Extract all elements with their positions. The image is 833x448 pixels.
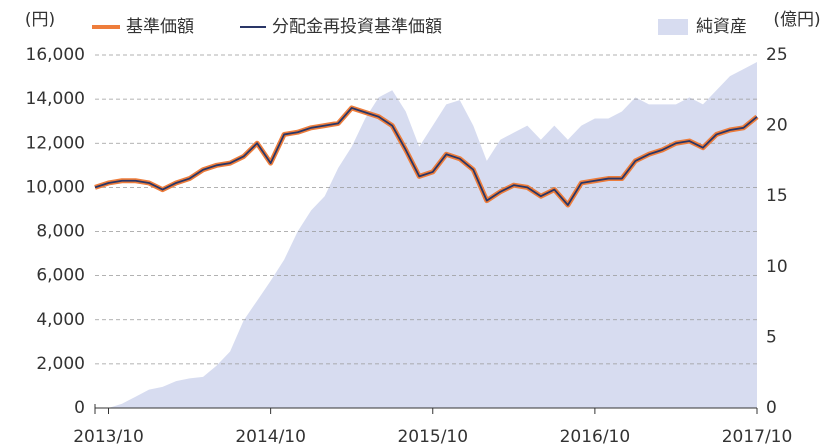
y2-tick-label: 10 xyxy=(766,257,788,277)
y2-axis-label: (億円) xyxy=(773,10,820,30)
x-tick-label: 2016/10 xyxy=(560,427,631,447)
x-tick-label: 2014/10 xyxy=(235,427,306,447)
y-axis-label: (円) xyxy=(25,10,55,30)
legend-swatch xyxy=(658,19,688,35)
legend-label: 分配金再投資基準価額 xyxy=(272,17,442,37)
y-tick-label: 4,000 xyxy=(36,310,85,330)
y-tick-label: 8,000 xyxy=(36,222,85,242)
x-tick-label: 2017/10 xyxy=(722,427,793,447)
y-tick-label: 6,000 xyxy=(36,266,85,286)
y2-tick-label: 25 xyxy=(766,45,788,65)
net-assets-area xyxy=(95,62,757,409)
y-tick-label: 14,000 xyxy=(26,89,85,109)
y2-tick-label: 15 xyxy=(766,186,788,206)
y2-tick-label: 20 xyxy=(766,116,788,136)
y2-tick-label: 5 xyxy=(766,327,777,347)
x-tick-label: 2013/10 xyxy=(73,427,144,447)
y2-tick-label: 0 xyxy=(766,398,777,418)
legend-label: 純資産 xyxy=(696,17,747,37)
y-tick-label: 10,000 xyxy=(26,177,85,197)
line-series xyxy=(94,107,758,206)
y-tick-label: 16,000 xyxy=(26,45,85,65)
y-tick-label: 12,000 xyxy=(26,133,85,153)
y-tick-label: 2,000 xyxy=(36,354,85,374)
legend-label: 基準価額 xyxy=(126,17,194,37)
y-tick-label: 0 xyxy=(74,398,85,418)
x-tick-label: 2015/10 xyxy=(397,427,468,447)
